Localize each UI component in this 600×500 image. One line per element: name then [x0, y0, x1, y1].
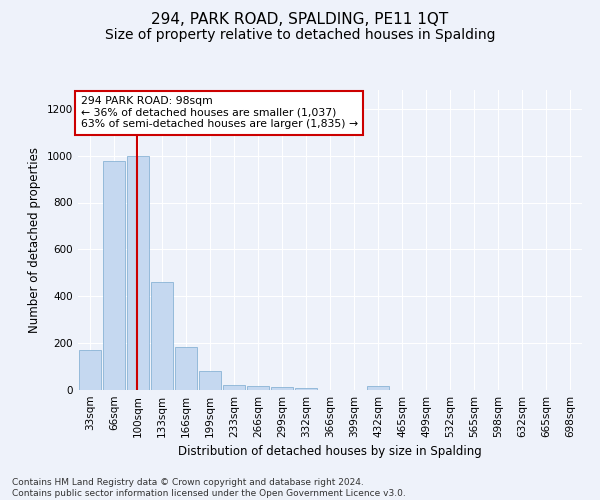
Bar — [151, 282, 173, 390]
Bar — [175, 346, 197, 390]
Text: Size of property relative to detached houses in Spalding: Size of property relative to detached ho… — [105, 28, 495, 42]
Bar — [295, 388, 317, 390]
Bar — [223, 385, 245, 390]
Text: Contains HM Land Registry data © Crown copyright and database right 2024.
Contai: Contains HM Land Registry data © Crown c… — [12, 478, 406, 498]
Bar — [271, 388, 293, 390]
Bar — [367, 386, 389, 390]
Text: 294 PARK ROAD: 98sqm
← 36% of detached houses are smaller (1,037)
63% of semi-de: 294 PARK ROAD: 98sqm ← 36% of detached h… — [80, 96, 358, 129]
Bar — [199, 371, 221, 390]
X-axis label: Distribution of detached houses by size in Spalding: Distribution of detached houses by size … — [178, 446, 482, 458]
Text: 294, PARK ROAD, SPALDING, PE11 1QT: 294, PARK ROAD, SPALDING, PE11 1QT — [151, 12, 449, 28]
Bar — [103, 162, 125, 390]
Bar — [79, 350, 101, 390]
Bar — [247, 386, 269, 390]
Y-axis label: Number of detached properties: Number of detached properties — [28, 147, 41, 333]
Bar — [127, 156, 149, 390]
